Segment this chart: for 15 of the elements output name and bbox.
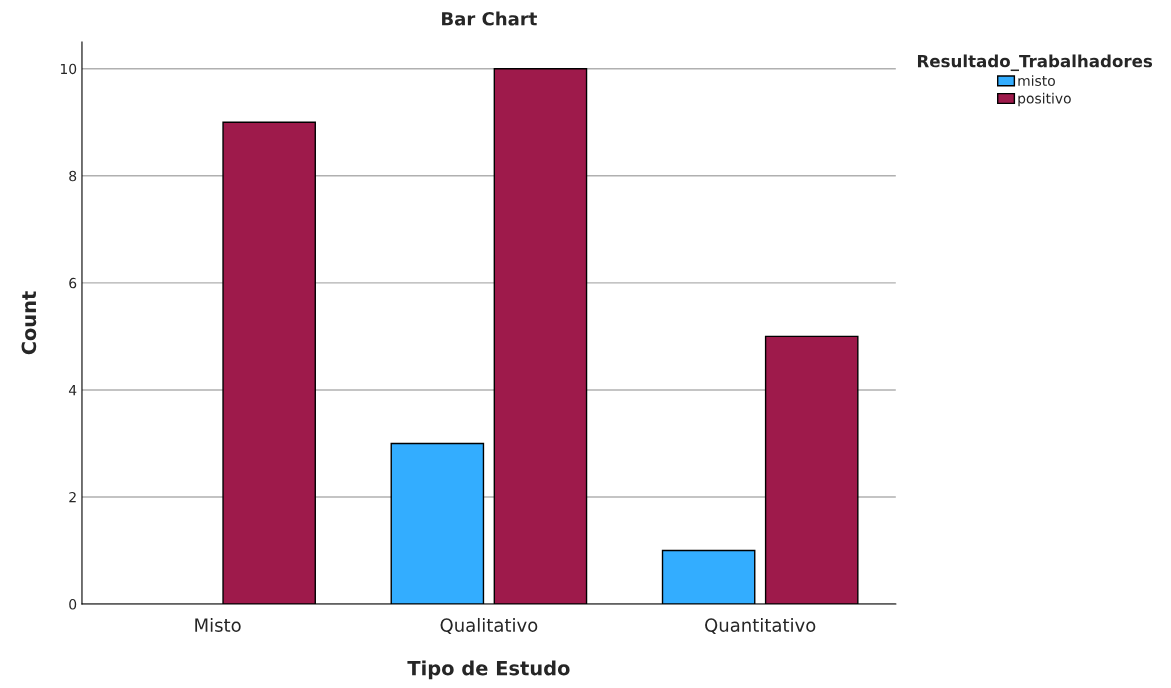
legend-title: Resultado_Trabalhadores <box>917 54 1153 72</box>
x-tick-label: Misto <box>195 617 241 632</box>
x-tick-label: Qualitativo <box>440 617 538 634</box>
legend-label: misto <box>1018 75 1055 86</box>
y-tick-label: 10 <box>60 63 77 75</box>
y-tick-label: 2 <box>69 491 76 503</box>
x-tick-label: Quantitativo <box>705 617 816 634</box>
y-tick-label: 4 <box>68 385 77 396</box>
x-axis-title: Tipo de Estudo <box>407 660 570 680</box>
y-tick-label: 8 <box>69 170 77 182</box>
legend-label: positivo <box>1018 92 1071 107</box>
y-tick-label: 6 <box>69 277 77 289</box>
y-axis-title: Count <box>21 291 37 355</box>
chart-title: Bar Chart <box>442 11 537 26</box>
y-tick-label: 0 <box>69 599 77 610</box>
